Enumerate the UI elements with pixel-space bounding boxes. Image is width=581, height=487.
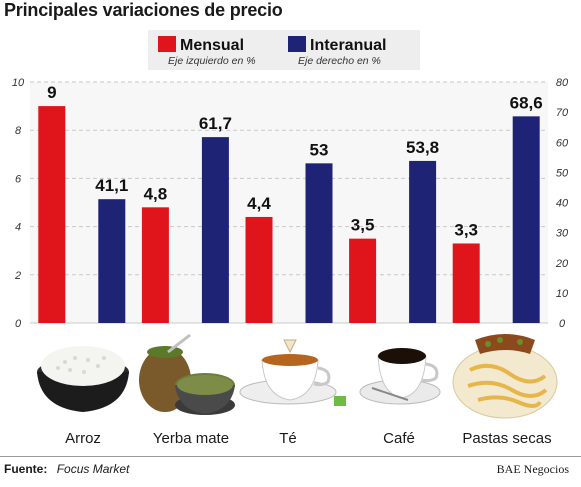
right-tick-label: 50 xyxy=(556,167,569,179)
right-tick-label: 70 xyxy=(556,107,569,119)
value-label-interanual-5: 68,6 xyxy=(510,93,543,112)
left-tick-label: 0 xyxy=(15,318,22,330)
value-labels-group: 9 41,1 4,8 61,7 4,4 53 3,5 53,8 3,3 68,6 xyxy=(47,83,543,239)
tea-cup-icon xyxy=(239,339,346,406)
bar-interanual-2 xyxy=(201,137,229,323)
right-tick-label: 60 xyxy=(556,137,569,149)
food-illustrations xyxy=(37,333,558,419)
coffee-cup-icon xyxy=(359,348,441,405)
right-axis: 0 10 20 30 40 50 60 70 80 xyxy=(555,77,569,330)
left-tick-label: 6 xyxy=(15,173,22,185)
right-tick-label: 40 xyxy=(556,198,569,210)
value-label-mensual-5: 3,3 xyxy=(454,220,478,239)
category-label-yerba-mate: Yerba mate xyxy=(152,430,230,447)
right-tick-label: 30 xyxy=(556,228,569,240)
yerba-mate-icon xyxy=(139,333,235,415)
bars-group xyxy=(38,106,540,323)
right-tick-label: 10 xyxy=(556,288,569,300)
source-label: Fuente: xyxy=(4,462,48,476)
legend-label-mensual: Mensual xyxy=(180,37,244,54)
bar-mensual-3 xyxy=(245,216,273,323)
bar-interanual-3 xyxy=(305,163,333,323)
source-name: Focus Market xyxy=(56,462,130,476)
category-label-pastas-secas: Pastas secas xyxy=(462,430,552,447)
right-tick-label: 20 xyxy=(555,258,569,270)
legend-swatch-interanual xyxy=(288,36,306,52)
value-label-interanual-1: 41,1 xyxy=(95,176,128,195)
category-label-te: Té xyxy=(279,430,297,447)
value-label-mensual-4: 3,5 xyxy=(351,216,375,235)
legend-label-interanual: Interanual xyxy=(310,37,386,54)
legend-box xyxy=(148,30,420,70)
bar-mensual-2 xyxy=(141,207,169,323)
bar-interanual-4 xyxy=(409,160,437,323)
legend-axis-note-interanual: Eje derecho en % xyxy=(298,55,381,67)
bar-interanual-5 xyxy=(512,116,540,323)
source-credit: Fuente: Focus Market xyxy=(4,462,129,476)
category-label-cafe: Café xyxy=(383,430,415,447)
bar-mensual-4 xyxy=(349,238,377,323)
right-tick-label: 80 xyxy=(556,77,569,89)
right-tick-label: 0 xyxy=(559,318,566,330)
rice-bowl-icon xyxy=(37,346,129,412)
value-label-mensual-3: 4,4 xyxy=(247,194,271,213)
left-axis: 0 2 4 6 8 10 xyxy=(12,77,25,330)
value-label-interanual-2: 61,7 xyxy=(199,114,232,133)
value-label-mensual-2: 4,8 xyxy=(144,184,168,203)
legend-axis-note-mensual: Eje izquierdo en % xyxy=(168,55,256,67)
chart-title: Principales variaciones de precio xyxy=(4,0,283,20)
value-label-interanual-3: 53 xyxy=(310,140,329,159)
left-tick-label: 2 xyxy=(14,270,21,282)
bar-mensual-5 xyxy=(452,243,480,323)
category-label-arroz: Arroz xyxy=(65,430,101,447)
bar-interanual-1 xyxy=(98,199,126,323)
value-label-mensual-1: 9 xyxy=(47,83,56,102)
bar-mensual-1 xyxy=(38,106,66,323)
pasta-plate-icon xyxy=(452,334,558,419)
left-tick-label: 8 xyxy=(15,125,22,137)
value-label-interanual-4: 53,8 xyxy=(406,138,439,157)
publisher-brand: BAE Negocios xyxy=(496,462,569,476)
legend-swatch-mensual xyxy=(158,36,176,52)
footer-divider xyxy=(0,456,581,457)
left-tick-label: 4 xyxy=(15,222,21,234)
left-tick-label: 10 xyxy=(12,77,25,89)
